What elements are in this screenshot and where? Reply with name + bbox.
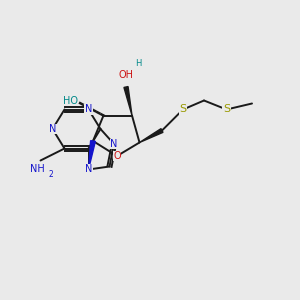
Text: OH: OH: [118, 70, 134, 80]
Text: N: N: [110, 139, 118, 149]
Text: 2: 2: [49, 170, 53, 179]
Text: S: S: [179, 104, 187, 115]
Polygon shape: [88, 141, 95, 169]
Text: N: N: [85, 164, 92, 175]
Text: S: S: [223, 104, 230, 115]
Text: HO: HO: [63, 95, 78, 106]
Polygon shape: [124, 87, 132, 116]
Polygon shape: [140, 129, 163, 142]
Text: N: N: [85, 104, 92, 115]
Text: H: H: [135, 59, 141, 68]
Text: N: N: [49, 124, 56, 134]
Text: NH: NH: [30, 164, 45, 175]
Text: O: O: [113, 151, 121, 161]
